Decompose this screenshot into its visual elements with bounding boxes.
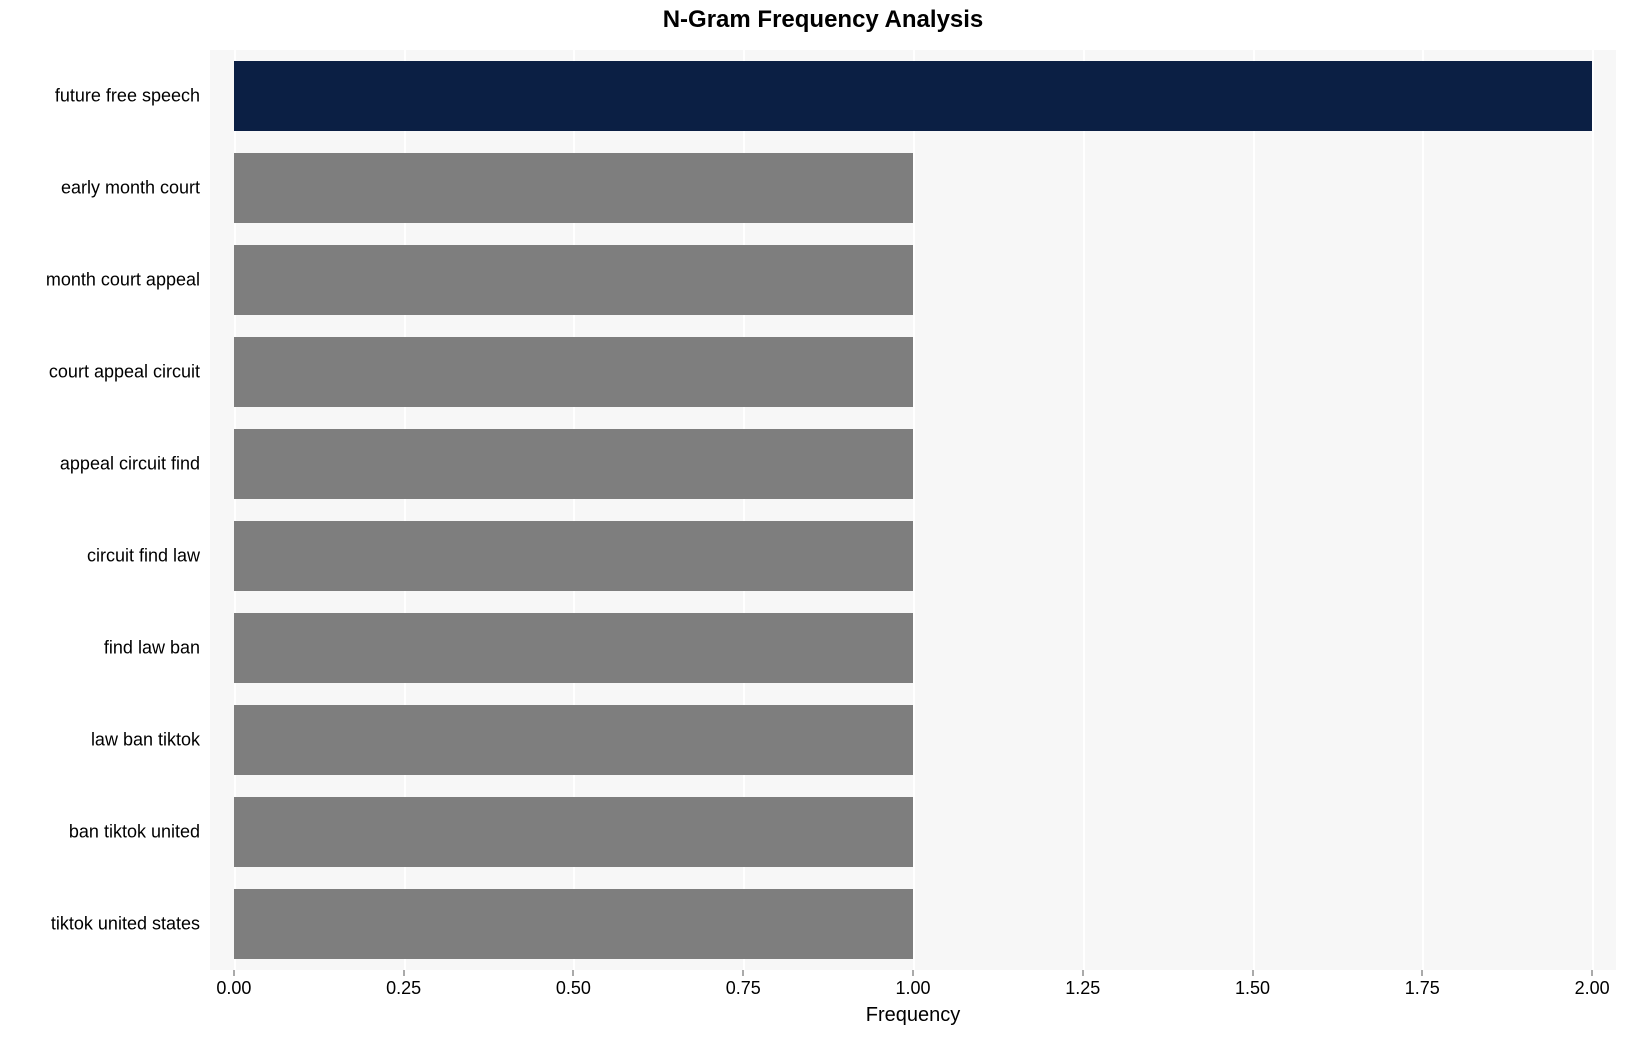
plot-area: Frequency 0.000.250.500.751.001.251.501.…	[210, 50, 1616, 970]
x-tick-label: 1.00	[895, 970, 930, 999]
bar	[234, 61, 1592, 131]
x-tick-label: 0.75	[726, 970, 761, 999]
y-tick-label: circuit find law	[87, 546, 210, 567]
x-grid-line	[1253, 50, 1255, 970]
x-tick-label: 0.00	[216, 970, 251, 999]
chart-title: N-Gram Frequency Analysis	[0, 6, 1646, 34]
bar	[234, 797, 913, 867]
bar	[234, 705, 913, 775]
x-tick-label: 2.00	[1575, 970, 1610, 999]
bar	[234, 429, 913, 499]
bar	[234, 337, 913, 407]
x-grid-line	[1422, 50, 1424, 970]
x-grid-line	[1083, 50, 1085, 970]
y-tick-label: future free speech	[55, 86, 210, 107]
y-tick-label: law ban tiktok	[91, 730, 210, 751]
x-tick-label: 1.25	[1065, 970, 1100, 999]
bar	[234, 889, 913, 959]
y-tick-label: tiktok united states	[51, 914, 210, 935]
x-tick-label: 1.50	[1235, 970, 1270, 999]
x-tick-label: 0.25	[386, 970, 421, 999]
bar	[234, 613, 913, 683]
bar	[234, 245, 913, 315]
bar	[234, 521, 913, 591]
x-tick-label: 1.75	[1405, 970, 1440, 999]
y-tick-label: find law ban	[104, 638, 210, 659]
y-tick-label: court appeal circuit	[49, 362, 210, 383]
x-grid-line	[913, 50, 915, 970]
y-tick-label: early month court	[61, 178, 210, 199]
ngram-frequency-chart: N-Gram Frequency Analysis Frequency 0.00…	[0, 0, 1646, 1051]
bar	[234, 153, 913, 223]
y-tick-label: month court appeal	[46, 270, 210, 291]
y-tick-label: ban tiktok united	[69, 822, 210, 843]
x-grid-line	[1592, 50, 1594, 970]
x-tick-label: 0.50	[556, 970, 591, 999]
y-tick-label: appeal circuit find	[60, 454, 210, 475]
